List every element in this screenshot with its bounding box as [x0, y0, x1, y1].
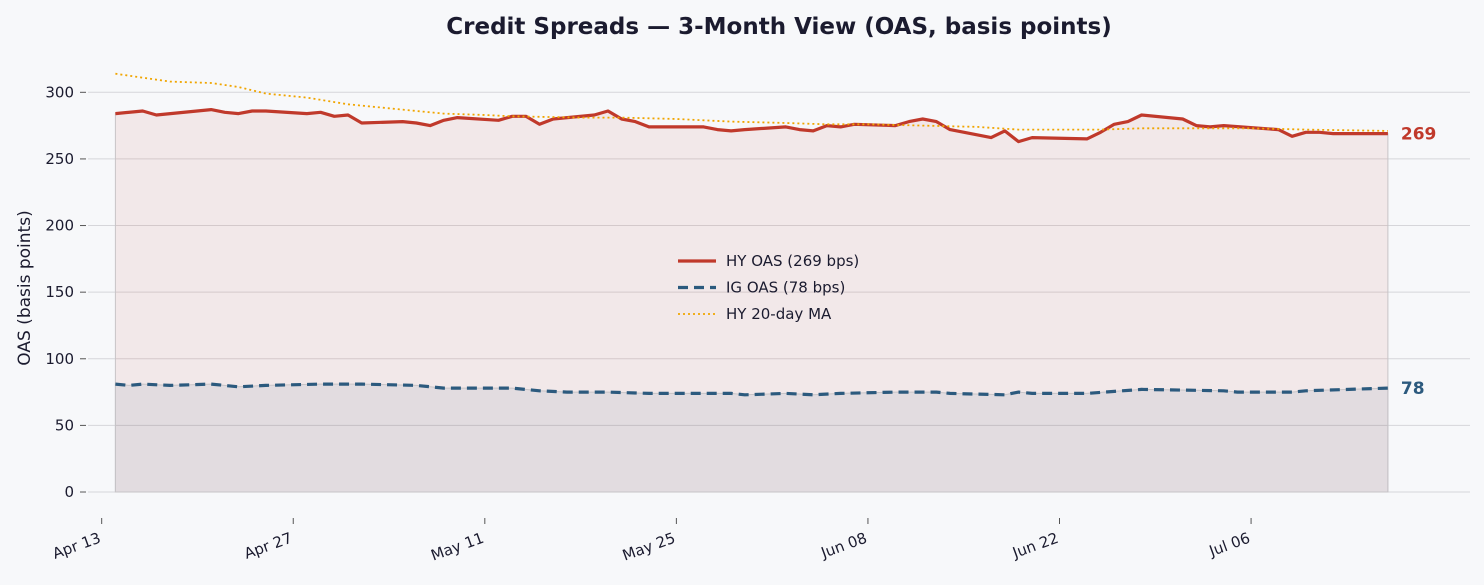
y-tick-label: 200	[45, 217, 74, 235]
legend-label: IG OAS (78 bps)	[726, 279, 845, 297]
series-line	[115, 72, 1388, 132]
x-tick-label: Jun 08	[818, 529, 870, 562]
y-tick-label: 0	[64, 483, 74, 501]
legend-label: HY 20-day MA	[726, 305, 832, 323]
y-tick-label: 150	[45, 283, 74, 301]
series-line	[115, 107, 1388, 144]
y-tick-label: 50	[55, 416, 74, 434]
legend-label: HY OAS (269 bps)	[726, 252, 859, 270]
x-tick-label: Jul 06	[1206, 529, 1253, 561]
y-axis-label: OAS (basis points)	[15, 210, 35, 365]
series-lines	[115, 72, 1388, 397]
gridlines	[88, 91, 1470, 493]
x-tick-label: May 25	[620, 529, 678, 565]
y-tick-label: 100	[45, 350, 74, 368]
series-fills	[114, 109, 1389, 493]
x-tick-label: Apr 13	[50, 529, 103, 563]
y-axis: 0 50 100 150 200 250 300	[45, 83, 86, 501]
series-end-label: 269	[1401, 125, 1437, 145]
y-tick-label: 250	[45, 150, 74, 168]
series-line	[115, 382, 1388, 397]
x-tick-label: May 11	[428, 529, 486, 565]
x-axis: Apr 13 Apr 27 May 11 May 25 Jun 08 Jun 22 Jul …	[50, 518, 1252, 565]
x-tick-label: Apr 27	[242, 529, 295, 563]
series-area	[114, 383, 1389, 493]
y-tick-label: 300	[45, 83, 74, 101]
chart-title: Credit Spreads — 3-Month View (OAS, basi…	[446, 14, 1111, 40]
series-end-label: 78	[1401, 379, 1425, 399]
legend: HY OAS (269 bps) IG OAS (78 bps) HY 20-day…	[678, 252, 859, 323]
x-tick-label: Jun 22	[1009, 529, 1061, 562]
end-labels: 269 78	[1401, 125, 1437, 399]
